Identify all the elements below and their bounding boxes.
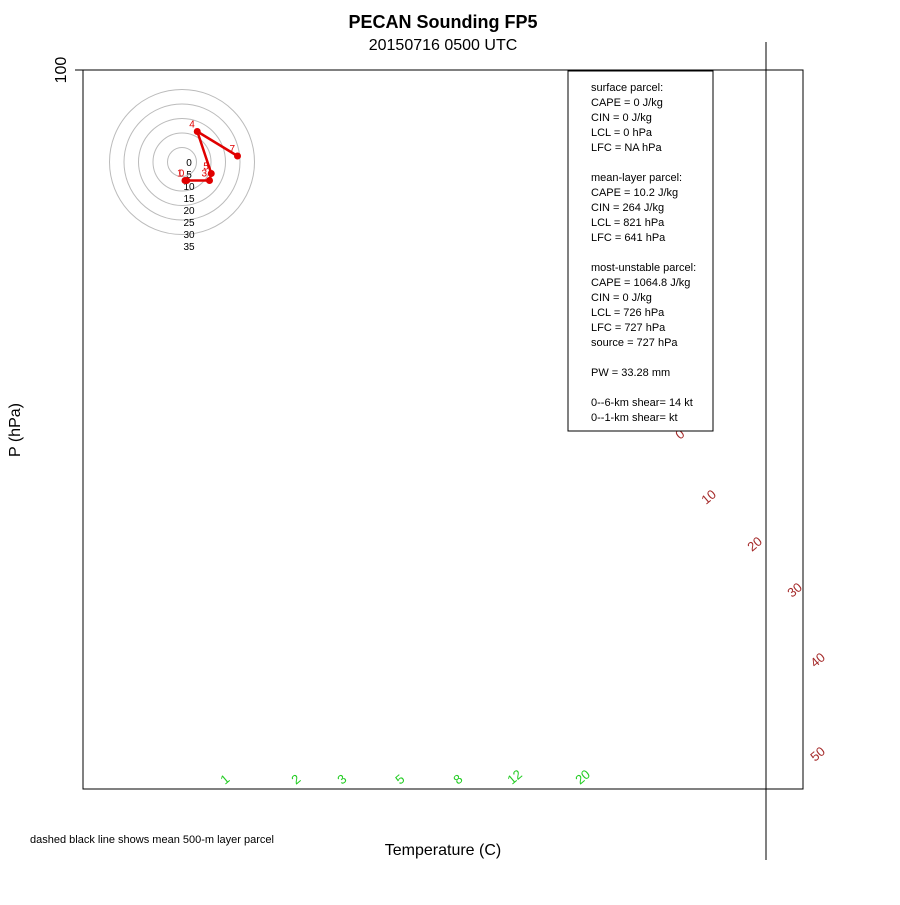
- isotherm-line: [468, 0, 900, 70]
- hodograph-point-label: 4: [189, 120, 195, 131]
- hodograph-background: [107, 87, 258, 238]
- hodograph-point-label: 5: [203, 162, 209, 173]
- info-line: LCL = 821 hPa: [591, 217, 665, 229]
- dry-adiabat: [780, 0, 900, 70]
- hodograph-ring-label: 25: [183, 218, 195, 229]
- info-line: CAPE = 1064.8 J/kg: [591, 277, 690, 289]
- info-line: CIN = 264 J/kg: [591, 202, 664, 214]
- chart-subtitle: 20150716 0500 UTC: [369, 37, 518, 54]
- mixing-ratio-label: 8: [450, 771, 465, 787]
- isotherm-line: [638, 0, 900, 70]
- info-line: most-unstable parcel:: [591, 262, 696, 274]
- mixing-ratio-label: 5: [392, 771, 407, 787]
- parcel-info-box: surface parcel: CAPE = 0 J/kg CIN = 0 J/kg…: [568, 71, 713, 431]
- info-line: surface parcel:: [591, 82, 663, 94]
- info-line: CIN = 0 J/kg: [591, 112, 652, 124]
- info-line: CAPE = 0 J/kg: [591, 97, 663, 109]
- mixing-ratio-label: 20: [572, 767, 593, 788]
- y-axis-label: P (hPa): [7, 403, 24, 457]
- isotherm-line: [553, 0, 900, 70]
- dry-adiabat: [120, 0, 900, 70]
- dry-adiabat: [604, 0, 900, 70]
- info-line: LFC = NA hPa: [591, 142, 663, 154]
- dry-adiabat: [824, 0, 900, 70]
- dry-adiabat: [384, 0, 900, 70]
- dry-adiabat: [32, 0, 900, 70]
- dry-adiabat: [76, 0, 900, 70]
- isotherm-label: 20: [744, 534, 765, 555]
- isotherm-line: [723, 0, 900, 70]
- dry-adiabat: [340, 0, 900, 70]
- dry-adiabat: [0, 0, 900, 70]
- dry-adiabat: [428, 0, 900, 70]
- info-line: LCL = 726 hPa: [591, 307, 665, 319]
- wind-barb-panel: [732, 0, 766, 860]
- dry-adiabat: [560, 0, 900, 70]
- info-line: source = 727 hPa: [591, 337, 678, 349]
- profiles: [790, 0, 900, 7]
- dry-adiabat: [472, 0, 900, 70]
- dry-adiabat: [0, 0, 900, 70]
- mixing-ratio-label: 2: [288, 771, 303, 787]
- dry-adiabat: [516, 0, 900, 70]
- dry-adiabat: [0, 0, 900, 70]
- dry-adiabat: [164, 0, 900, 70]
- dry-adiabat: [0, 0, 900, 70]
- hodograph-point-label: 7: [230, 144, 236, 155]
- isotherm-line: [808, 0, 900, 70]
- isotherm-line: [383, 0, 900, 70]
- hodograph-ring-label: 0: [186, 158, 192, 169]
- dry-adiabat: [208, 0, 900, 70]
- mixing-ratio-label: 1: [217, 771, 232, 787]
- info-line: PW = 33.28 mm: [591, 367, 670, 379]
- dry-adiabat: [648, 0, 900, 70]
- mixing-ratio-label: 12: [504, 767, 525, 788]
- hodograph-ring-label: 30: [183, 230, 195, 241]
- isotherm-line: [0, 0, 673, 70]
- info-line: mean-layer parcel:: [591, 172, 682, 184]
- hodograph-point-label: 0: [179, 169, 185, 180]
- dry-adiabat: [692, 0, 900, 70]
- x-axis-label: Temperature (C): [385, 842, 501, 859]
- dry-adiabat: [0, 0, 900, 70]
- isotherm-line: [43, 0, 758, 70]
- isotherm-line: [893, 0, 900, 70]
- info-line: 0--6-km shear= 14 kt: [591, 397, 693, 409]
- info-line: LCL = 0 hPa: [591, 127, 653, 139]
- chart-title: PECAN Sounding FP5: [349, 12, 538, 32]
- isotherm-label: 10: [698, 487, 719, 508]
- hodograph-ring-label: 15: [183, 194, 195, 205]
- info-line: CAPE = 10.2 J/kg: [591, 187, 678, 199]
- dry-adiabat: [252, 0, 900, 70]
- mixing-ratio-label: 3: [334, 771, 349, 787]
- p-tick-label: 100: [53, 57, 70, 84]
- y-axis: 1001502002503004005007001000: [53, 0, 83, 83]
- isotherm-label: 50: [807, 744, 828, 765]
- grid-lines: [0, 0, 900, 70]
- isotherm-label: 30: [784, 580, 805, 601]
- isotherm-line: [298, 0, 900, 70]
- isotherm-line: [128, 0, 843, 70]
- info-line: 0--1-km shear= kt: [591, 412, 678, 424]
- isotherm-line: [0, 0, 503, 70]
- info-line: CIN = 0 J/kg: [591, 292, 652, 304]
- isotherm-label: 40: [807, 650, 828, 671]
- info-line: LFC = 641 hPa: [591, 232, 666, 244]
- isotherm-line: [213, 0, 900, 70]
- isotherm-line: [0, 0, 588, 70]
- info-line: LFC = 727 hPa: [591, 322, 666, 334]
- dry-adiabat: [0, 0, 900, 70]
- dry-adiabat: [736, 0, 900, 70]
- dry-adiabat: [296, 0, 900, 70]
- footnote: dashed black line shows mean 500-m layer…: [30, 834, 274, 846]
- hodograph-ring-label: 20: [183, 206, 195, 217]
- hodograph-ring-label: 35: [183, 242, 195, 253]
